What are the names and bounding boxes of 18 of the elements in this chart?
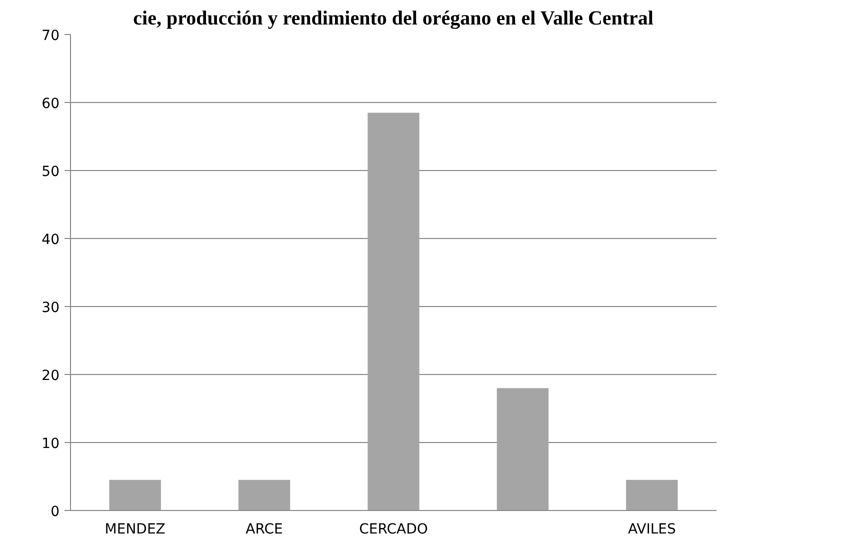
- y-tick-label: 20: [42, 368, 60, 384]
- bar: [496, 388, 549, 510]
- x-tick-label: MENDEZ: [104, 522, 166, 538]
- chart-title: cie, producción y rendimiento del orégano en el Valle Central: [133, 8, 654, 30]
- bar: [368, 112, 420, 510]
- x-tick-label: ARCE: [246, 522, 283, 538]
- y-tick-label: 70: [42, 28, 60, 44]
- x-tick-label: CERCADO: [359, 522, 428, 538]
- y-tick-label: 30: [42, 300, 60, 316]
- y-tick-label: 60: [42, 96, 60, 112]
- y-tick-label: 0: [50, 504, 60, 520]
- y-tick-label: 10: [42, 436, 60, 452]
- x-tick-label: AVILES: [628, 522, 676, 538]
- bar: [238, 480, 290, 510]
- y-tick-label: 40: [42, 232, 60, 248]
- y-tick-label: 50: [42, 164, 60, 180]
- bar: [109, 480, 161, 510]
- bar: [626, 480, 678, 510]
